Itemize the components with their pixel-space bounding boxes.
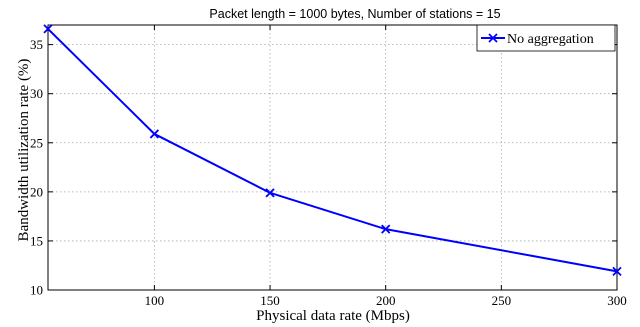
legend-marker-x	[488, 33, 498, 43]
data-point-marker	[381, 224, 391, 234]
y-tick-label: 30	[30, 86, 43, 101]
y-tick-label: 10	[30, 283, 43, 298]
y-tick-label: 20	[30, 184, 43, 199]
y-axis-label: Bandwidth utilization rate (%)	[16, 59, 32, 242]
chart-title: Packet length = 1000 bytes, Number of st…	[209, 7, 500, 21]
y-tick-label: 35	[30, 37, 43, 52]
data-point-marker	[612, 266, 622, 276]
grid	[48, 25, 617, 290]
y-tick-label: 25	[30, 135, 43, 150]
plot-area	[47, 24, 618, 291]
series-layer	[43, 24, 622, 276]
legend-x-marker	[488, 33, 498, 43]
y-tick-label: 15	[30, 233, 43, 248]
x-tick-label: 250	[492, 293, 512, 308]
x-tick-label: 200	[376, 293, 396, 308]
x-tick-label: 300	[607, 293, 627, 308]
data-point-marker	[265, 188, 275, 198]
x-tick-label: 150	[260, 293, 280, 308]
data-point-marker	[149, 129, 160, 139]
legend: No aggregation	[476, 24, 616, 52]
x-axis-label: Physical data rate (Mbps)	[256, 308, 410, 324]
x-tick-label: 100	[145, 293, 165, 308]
data-point-marker	[43, 24, 53, 34]
legend-label: No aggregation	[507, 32, 594, 47]
